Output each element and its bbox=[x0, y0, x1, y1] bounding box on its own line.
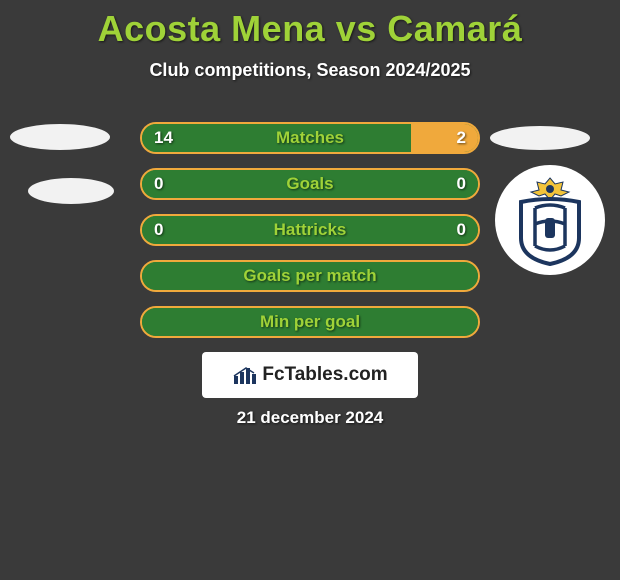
comparison-infographic: Acosta Mena vs Camará Club competitions,… bbox=[0, 0, 620, 580]
stat-left-value: 14 bbox=[154, 128, 173, 148]
stat-rows: 14 2 Matches 0 0 Goals 0 0 Hattricks Goals per ma… bbox=[140, 122, 480, 352]
stat-label: Goals per match bbox=[243, 266, 376, 286]
bars-icon bbox=[232, 364, 258, 386]
stat-right-value: 0 bbox=[457, 174, 466, 194]
stat-left-value: 0 bbox=[154, 220, 163, 240]
stat-row: 14 2 Matches bbox=[140, 122, 480, 154]
player-ellipse bbox=[490, 126, 590, 150]
stat-right-value: 0 bbox=[457, 220, 466, 240]
stat-right-value: 2 bbox=[457, 128, 466, 148]
stat-row: 0 0 Hattricks bbox=[140, 214, 480, 246]
club-badge bbox=[495, 165, 605, 275]
stat-label: Goals bbox=[286, 174, 333, 194]
brand-label: FcTables.com bbox=[262, 364, 387, 386]
stat-label: Min per goal bbox=[260, 312, 360, 332]
subtitle: Club competitions, Season 2024/2025 bbox=[0, 60, 620, 81]
brand-box[interactable]: FcTables.com bbox=[202, 352, 418, 398]
stat-row: Min per goal bbox=[140, 306, 480, 338]
player-ellipse bbox=[10, 124, 110, 150]
stat-label: Hattricks bbox=[274, 220, 347, 240]
stat-left-value: 0 bbox=[154, 174, 163, 194]
page-title: Acosta Mena vs Camará bbox=[0, 0, 620, 50]
club-crest-icon bbox=[511, 174, 589, 266]
stat-row: Goals per match bbox=[140, 260, 480, 292]
player-ellipse bbox=[28, 178, 114, 204]
date-label: 21 december 2024 bbox=[0, 408, 620, 428]
bar-right-fill bbox=[411, 124, 478, 152]
stat-row: 0 0 Goals bbox=[140, 168, 480, 200]
stat-label: Matches bbox=[276, 128, 344, 148]
